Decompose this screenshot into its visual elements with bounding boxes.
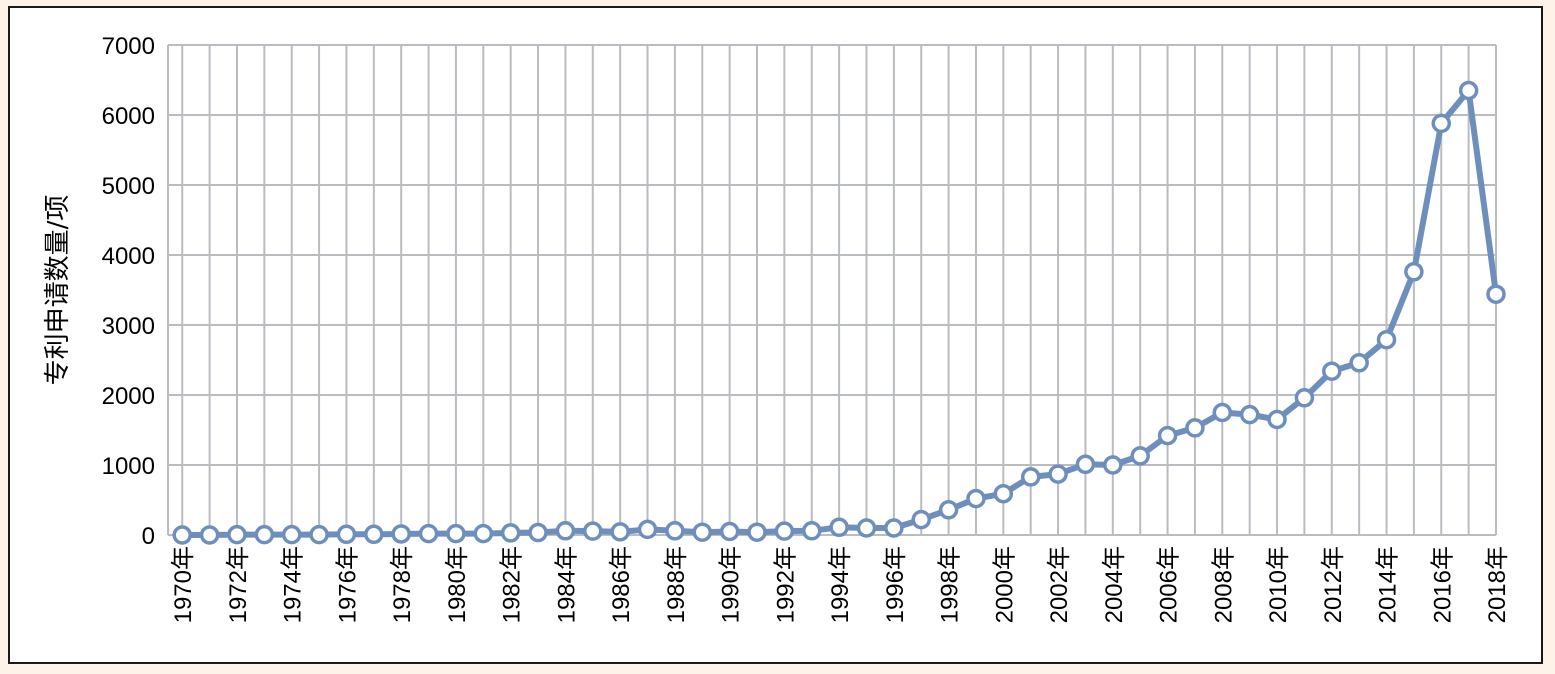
x-tick-label: 2006年 — [1156, 546, 1183, 623]
y-axis-ticks: 0 1000 2000 3000 4000 5000 6000 7000 — [102, 33, 155, 550]
data-point — [528, 522, 548, 543]
x-tick-label: 1984年 — [553, 546, 580, 623]
data-point — [856, 518, 877, 538]
data-point — [1376, 329, 1397, 350]
y-axis-label: 专利申请数量/项 — [43, 195, 73, 386]
data-point — [884, 518, 904, 538]
x-axis-ticks: 1970年 1972年 1974年 1976年 1978年 1980年 1982年 1984年… — [170, 546, 1511, 623]
data-point — [1458, 80, 1479, 101]
data-point — [172, 525, 192, 545]
x-tick-label: 2008年 — [1210, 546, 1237, 623]
data-point — [1130, 446, 1150, 466]
data-point — [1322, 361, 1342, 381]
y-tick-label: 2000 — [102, 383, 155, 410]
data-point — [500, 523, 521, 543]
data-point — [1294, 388, 1315, 408]
data-point — [637, 519, 658, 540]
data-point — [774, 521, 795, 541]
x-tick-label: 1978年 — [389, 546, 416, 623]
x-tick-label: 2018年 — [1484, 546, 1511, 623]
data-point — [938, 500, 959, 520]
x-tick-label: 1988年 — [663, 546, 690, 623]
data-point — [966, 488, 986, 509]
x-tick-label: 1972年 — [225, 546, 252, 623]
data-point — [911, 509, 931, 530]
x-tick-label: 2000年 — [991, 546, 1018, 623]
data-point — [747, 522, 767, 542]
data-point — [583, 521, 603, 541]
y-tick-label: 4000 — [102, 243, 155, 270]
data-point — [610, 522, 630, 542]
x-tick-label: 1998年 — [937, 546, 964, 623]
data-point — [1075, 454, 1096, 475]
series-layer — [172, 80, 1506, 545]
data-point — [227, 524, 247, 545]
x-tick-label: 1990年 — [718, 546, 745, 623]
data-point — [473, 523, 494, 544]
data-point — [829, 517, 849, 538]
x-tick-label: 1980年 — [444, 546, 471, 623]
x-tick-label: 2016年 — [1429, 546, 1456, 623]
data-point — [1239, 404, 1260, 425]
data-point — [555, 521, 576, 541]
data-point — [1185, 418, 1205, 438]
x-tick-label: 2004年 — [1101, 546, 1128, 623]
data-point — [719, 521, 740, 542]
data-point — [1431, 113, 1452, 134]
y-tick-label: 1000 — [102, 453, 155, 480]
data-point — [801, 521, 822, 541]
x-tick-label: 1982年 — [499, 546, 526, 623]
x-tick-label: 2012年 — [1320, 546, 1347, 623]
data-point — [1020, 467, 1041, 487]
data-point — [309, 524, 329, 545]
data-point — [665, 521, 685, 541]
y-tick-label: 5000 — [102, 173, 155, 200]
x-tick-label: 2014年 — [1375, 546, 1402, 623]
data-point — [1157, 425, 1178, 446]
y-tick-label: 0 — [142, 523, 155, 550]
x-tick-label: 1976年 — [334, 546, 361, 623]
data-point — [1349, 353, 1369, 373]
y-tick-label: 3000 — [102, 313, 155, 340]
data-point — [1486, 284, 1506, 304]
data-point — [199, 525, 220, 545]
y-tick-label: 7000 — [102, 33, 155, 60]
data-point — [446, 523, 466, 544]
data-point — [1404, 262, 1424, 282]
data-point — [364, 524, 384, 545]
data-point — [1048, 464, 1068, 484]
data-point — [254, 524, 275, 545]
x-tick-label: 1992年 — [772, 546, 799, 623]
x-tick-label: 1974年 — [280, 546, 307, 623]
x-tick-label: 1986年 — [608, 546, 635, 623]
data-point — [692, 522, 713, 542]
data-point — [1267, 409, 1287, 430]
x-tick-label: 1994年 — [827, 546, 854, 623]
data-point — [1103, 455, 1123, 475]
y-tick-label: 6000 — [102, 103, 155, 130]
x-tick-label: 1996年 — [882, 546, 909, 623]
data-point — [336, 524, 357, 545]
data-point — [281, 524, 302, 545]
data-point — [418, 523, 439, 544]
grid-lines — [167, 44, 1497, 536]
x-tick-label: 1970年 — [170, 546, 197, 623]
data-point — [391, 524, 411, 544]
data-point — [1212, 402, 1233, 423]
data-point — [993, 483, 1014, 504]
x-tick-label: 2010年 — [1265, 546, 1292, 623]
x-tick-label: 2002年 — [1046, 546, 1073, 623]
